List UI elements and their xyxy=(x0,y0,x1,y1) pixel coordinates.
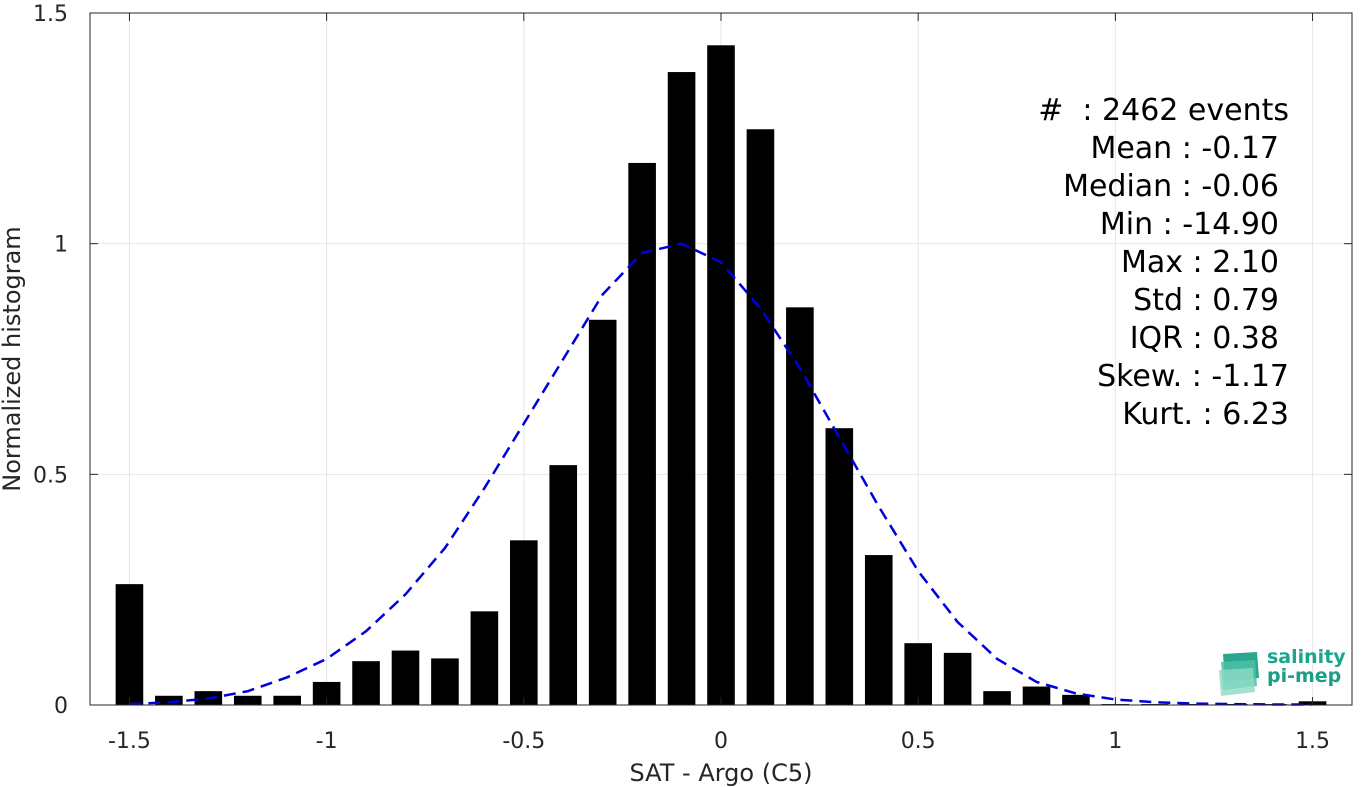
histogram-bar xyxy=(273,695,301,705)
histogram-bar xyxy=(352,661,380,705)
histogram-bar xyxy=(825,428,854,705)
histogram-bar xyxy=(943,652,972,705)
histogram-bar xyxy=(628,162,656,705)
histogram-bar xyxy=(864,555,893,705)
logo-text: salinity pi-mep xyxy=(1267,648,1346,686)
x-tick-label: -1 xyxy=(316,729,338,754)
y-tick-label: 1 xyxy=(54,233,68,258)
histogram-bar xyxy=(1062,694,1090,705)
histogram-bar xyxy=(707,45,735,705)
histogram-bar xyxy=(470,611,499,705)
stat-mean: Mean : -0.17 xyxy=(1090,131,1279,166)
stat-std: Std : 0.79 xyxy=(1133,283,1279,318)
histogram-bar xyxy=(786,307,814,705)
stat-events: # : 2462 events xyxy=(1038,93,1289,128)
histogram-bar xyxy=(549,465,578,705)
x-axis-label: SAT - Argo (C5) xyxy=(630,759,813,787)
salinity-pimep-logo: salinity pi-mep xyxy=(1217,646,1347,696)
stats-box: # : 2462 events Mean : -0.17 Median : -0… xyxy=(1038,92,1289,434)
y-tick-label: 0 xyxy=(54,694,68,719)
x-tick-label: 1 xyxy=(1108,729,1122,754)
ticks: -1.5 -1 -0.5 0 0.5 1 1.5 0 0.5 1 1.5 xyxy=(33,2,1352,754)
histogram-bar xyxy=(431,658,459,705)
x-tick-label: 1.5 xyxy=(1295,729,1330,754)
histogram-bar xyxy=(312,681,341,705)
stat-skew: Skew. : -1.17 xyxy=(1097,359,1289,394)
y-tick-label: 1.5 xyxy=(33,2,68,27)
histogram-bar xyxy=(1022,686,1051,705)
histogram-bar xyxy=(155,695,183,705)
logo-line1: salinity xyxy=(1267,646,1346,668)
fit-curve xyxy=(129,242,1313,706)
stat-kurt: Kurt. : 6.23 xyxy=(1122,397,1289,432)
stat-min: Min : -14.90 xyxy=(1099,207,1279,242)
histogram-bar xyxy=(233,695,262,705)
x-tick-label: 0.5 xyxy=(901,729,936,754)
stat-max: Max : 2.10 xyxy=(1121,245,1279,280)
histogram-bar xyxy=(510,540,538,705)
bars xyxy=(115,45,1327,706)
y-tick-label: 0.5 xyxy=(33,463,68,488)
x-tick-label: -1.5 xyxy=(108,729,151,754)
y-axis-label: Normalized histogram xyxy=(0,226,26,491)
histogram-bar xyxy=(746,129,775,706)
logo-line2: pi-mep xyxy=(1267,665,1342,687)
stat-iqr: IQR : 0.38 xyxy=(1129,321,1279,356)
histogram-bar xyxy=(391,650,420,705)
histogram-bar xyxy=(983,691,1011,705)
histogram-bar xyxy=(115,584,144,705)
x-tick-label: 0 xyxy=(714,729,728,754)
histogram-bar xyxy=(904,643,932,705)
x-tick-label: -0.5 xyxy=(502,729,545,754)
histogram-bar xyxy=(667,72,696,706)
stat-median: Median : -0.06 xyxy=(1063,169,1279,204)
histogram-bar xyxy=(588,319,617,705)
logo-waves-icon xyxy=(1219,652,1259,696)
